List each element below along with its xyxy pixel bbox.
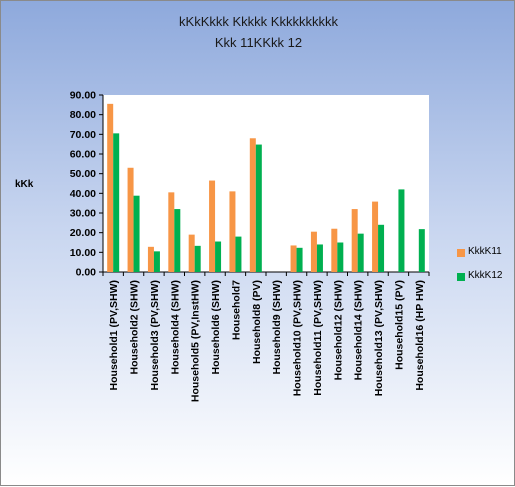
bar-1 xyxy=(372,201,379,272)
x-category-label: Household12 (SHW) xyxy=(332,280,344,380)
x-category-label: Household13 (PV,SHW) xyxy=(373,280,385,396)
bar-1 xyxy=(229,191,236,272)
legend-label: KkkK11 xyxy=(468,246,502,257)
y-tick-label: 70.00 xyxy=(70,129,96,141)
bar-1 xyxy=(209,180,216,272)
bar-2 xyxy=(235,236,242,272)
x-category-label: Household11 (PV,SHW) xyxy=(312,280,324,396)
bar-1 xyxy=(310,231,317,272)
chart-title: kKkKkkk Kkkkk Kkkkkkkkkk xyxy=(179,14,338,29)
y-tick-label: 10.00 xyxy=(70,247,96,259)
bar-2 xyxy=(133,195,140,272)
x-category-label: Household7 xyxy=(230,280,242,340)
bar-1 xyxy=(147,246,154,272)
x-category-label: Household2 (SHW) xyxy=(129,280,141,375)
x-category-label: Household6 (SHW) xyxy=(210,280,222,375)
bar-1 xyxy=(168,192,175,272)
y-tick-label: 60.00 xyxy=(70,149,96,161)
legend-label: KkkK12 xyxy=(468,270,503,281)
legend-swatch xyxy=(457,249,465,257)
bar-2 xyxy=(316,244,323,272)
y-tick-label: 90.00 xyxy=(70,90,96,102)
x-category-label: Household8 (PV) xyxy=(251,280,263,364)
bar-1 xyxy=(107,103,114,272)
bar-2 xyxy=(296,247,303,272)
x-category-label: Household1 (PV,SHW) xyxy=(108,280,120,390)
bar-2 xyxy=(174,209,181,272)
bar-1 xyxy=(331,228,338,272)
y-axis-label: kKk xyxy=(15,179,34,190)
y-tick-label: 40.00 xyxy=(70,188,96,200)
x-category-label: Household9 (SHW) xyxy=(271,280,283,375)
chart-subtitle: Kkk 11KKkk 12 xyxy=(214,35,303,50)
x-category-label: Household4 (SHW) xyxy=(169,280,181,375)
x-category-label: Household3 (PV,SHW) xyxy=(149,280,161,390)
x-category-label: Household14 (SHW) xyxy=(353,280,365,380)
bar-2 xyxy=(337,242,344,272)
bar-2 xyxy=(357,233,364,272)
y-tick-label: 20.00 xyxy=(70,227,96,239)
y-tick-label: 30.00 xyxy=(70,208,96,220)
x-category-label: Household10 (PV,SHW) xyxy=(292,280,304,396)
bar-1 xyxy=(127,167,134,272)
legend-swatch xyxy=(457,273,465,281)
bar-2 xyxy=(378,224,385,272)
bar-2 xyxy=(194,245,201,272)
bar-2 xyxy=(215,241,222,272)
y-tick-label: 50.00 xyxy=(70,168,96,180)
bar-1 xyxy=(290,245,297,272)
x-category-label: Household16 (HP HW) xyxy=(414,280,426,391)
y-tick-label: 80.00 xyxy=(70,109,96,121)
bar-1 xyxy=(188,234,195,272)
bar-2 xyxy=(418,229,425,272)
x-category-label: Household5 (PV,InstHW) xyxy=(190,280,202,402)
y-tick-label: 0.00 xyxy=(76,267,97,279)
bar-1 xyxy=(351,209,358,272)
bar-2 xyxy=(398,189,405,272)
bar-1 xyxy=(249,138,256,272)
bar-2 xyxy=(255,144,262,272)
bar-2 xyxy=(153,251,160,272)
x-category-label: Household15 (PV) xyxy=(393,280,405,370)
bar-2 xyxy=(113,133,120,272)
